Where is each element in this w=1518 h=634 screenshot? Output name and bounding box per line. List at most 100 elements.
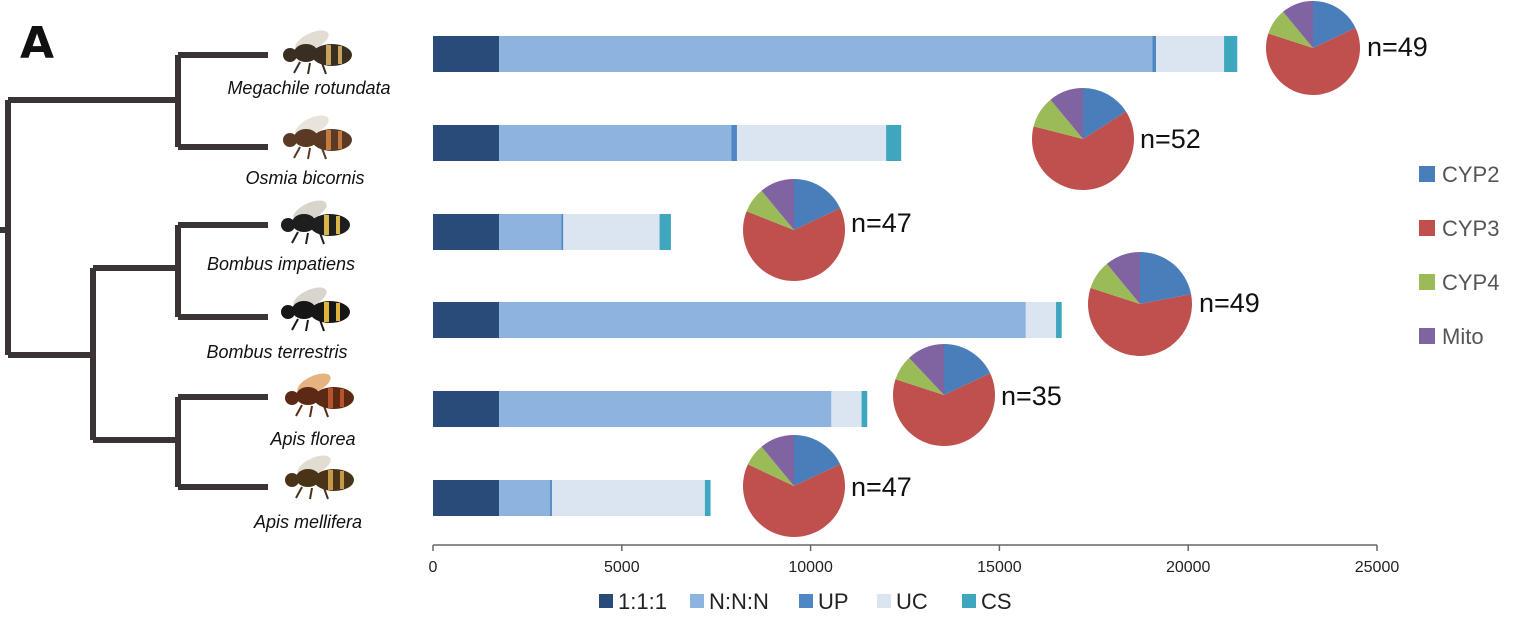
bar-6-cs — [704, 480, 711, 516]
bee-icon — [283, 30, 352, 75]
pie-5-slice-cyp2 — [944, 344, 991, 395]
x-tick-label: 0 — [429, 559, 438, 576]
pie-6-slice-cyp2 — [794, 435, 841, 486]
bar-5-111 — [433, 391, 500, 427]
bar-2-uc — [736, 125, 887, 161]
bar-legend: 1:1:1 N:N:N UP UC CS — [599, 589, 1012, 614]
pie-2-slice-cyp4 — [1033, 99, 1083, 139]
pie-6-slice-cyp3 — [743, 464, 845, 537]
pie-5-slice-cyp4 — [895, 357, 944, 395]
pie-4-slice-cyp3 — [1088, 287, 1193, 357]
bee-icon — [281, 200, 350, 245]
pie-n-label: n=52 — [1140, 124, 1201, 154]
pie-legend-label: CYP3 — [1442, 216, 1499, 241]
bar-legend-label: CS — [981, 589, 1012, 614]
pie-n-label: n=47 — [851, 208, 912, 238]
pie-legend-label: CYP4 — [1442, 270, 1499, 295]
bar-6-nnn — [499, 480, 551, 516]
bar-legend-swatch — [799, 594, 813, 608]
bar-1-cs — [1224, 36, 1238, 72]
pie-legend-swatch — [1419, 274, 1435, 290]
pie-1-slice-cyp4 — [1268, 11, 1313, 48]
panel-letter: A — [20, 18, 54, 69]
bar-2-111 — [433, 125, 500, 161]
pie-legend-label: Mito — [1442, 324, 1484, 349]
bar-legend-swatch — [962, 594, 976, 608]
species-label: Osmia bicornis — [245, 168, 364, 188]
bar-6-up — [550, 480, 552, 516]
pie-1-slice-cyp3 — [1266, 27, 1361, 95]
bar-3-111 — [433, 214, 500, 250]
species-label: Apis mellifera — [253, 512, 362, 532]
pie-legend-label: CYP2 — [1442, 162, 1499, 187]
bee-icon — [285, 455, 354, 500]
pie-1-slice-mito — [1283, 1, 1313, 48]
stacked-bars — [433, 36, 1238, 516]
bar-1-111 — [433, 36, 500, 72]
pie-3-slice-cyp3 — [743, 208, 846, 281]
pie-6-slice-cyp4 — [747, 446, 794, 486]
bar-legend-label: UC — [896, 589, 928, 614]
pie-legend-swatch — [1419, 328, 1435, 344]
phylogenetic-tree — [0, 52, 268, 490]
species-label: Bombus terrestris — [206, 342, 347, 362]
bar-legend-swatch — [877, 594, 891, 608]
pie-2-slice-mito — [1050, 88, 1083, 139]
species-label: Bombus impatiens — [207, 254, 355, 274]
bar-3-uc — [563, 214, 660, 250]
bar-2-cs — [886, 125, 902, 161]
bar-2-up — [731, 125, 737, 161]
bar-legend-label: 1:1:1 — [618, 589, 667, 614]
bar-1-uc — [1156, 36, 1225, 72]
bar-3-cs — [659, 214, 671, 250]
pie-3-slice-mito — [761, 178, 794, 230]
bar-6-uc — [551, 480, 705, 516]
pie-4-slice-cyp4 — [1090, 263, 1140, 304]
pie-3-slice-cyp4 — [746, 190, 794, 230]
bee-icon — [285, 373, 354, 418]
bar-5-nnn — [499, 391, 832, 427]
pie-3-slice-cyp2 — [794, 179, 841, 230]
pie-6-slice-mito — [761, 435, 794, 486]
pie-n-label: n=49 — [1367, 32, 1428, 62]
pie-5-slice-cyp3 — [893, 373, 996, 447]
pie-2-slice-cyp3 — [1031, 111, 1134, 190]
bee-illustrations — [281, 30, 354, 500]
pie-legend-swatch — [1419, 166, 1435, 182]
x-tick-label: 25000 — [1355, 559, 1400, 576]
species-labels: Megachile rotundata Osmia bicornis Bombus … — [206, 78, 390, 532]
bar-legend-label: N:N:N — [709, 589, 769, 614]
bar-2-nnn — [499, 125, 732, 161]
bar-5-cs — [861, 391, 868, 427]
x-tick-label: 10000 — [788, 559, 833, 576]
x-tick-label: 20000 — [1166, 559, 1211, 576]
pie-charts: n=49 n=52 n=47 n=49 n=35 n=47 — [743, 0, 1428, 537]
x-axis: 0 5000 10000 15000 20000 25000 — [429, 544, 1400, 576]
bar-4-111 — [433, 302, 500, 338]
pie-5-slice-mito — [909, 344, 944, 395]
pie-legend: CYP2 CYP3 CYP4 Mito — [1419, 162, 1499, 349]
bee-icon — [281, 287, 350, 332]
pie-2-slice-cyp2 — [1083, 88, 1127, 139]
bar-3-up — [561, 214, 564, 250]
bar-1-up — [1152, 36, 1157, 72]
bee-icon — [283, 115, 352, 160]
bar-4-nnn — [499, 302, 1026, 338]
x-tick-label: 15000 — [977, 559, 1022, 576]
bar-3-nnn — [499, 214, 562, 250]
bar-legend-swatch — [599, 594, 613, 608]
bar-1-nnn — [499, 36, 1153, 72]
bar-6-111 — [433, 480, 500, 516]
bar-5-uc — [831, 391, 862, 427]
bar-4-cs — [1056, 302, 1062, 338]
pie-1-slice-cyp2 — [1313, 0, 1356, 48]
pie-n-label: n=35 — [1001, 381, 1062, 411]
bar-legend-swatch — [690, 594, 704, 608]
bar-legend-label: UP — [818, 589, 849, 614]
pie-4-slice-mito — [1106, 252, 1140, 304]
bar-4-uc — [1025, 302, 1057, 338]
pie-legend-swatch — [1419, 220, 1435, 236]
pie-n-label: n=47 — [851, 472, 912, 502]
pie-n-label: n=49 — [1199, 288, 1260, 318]
